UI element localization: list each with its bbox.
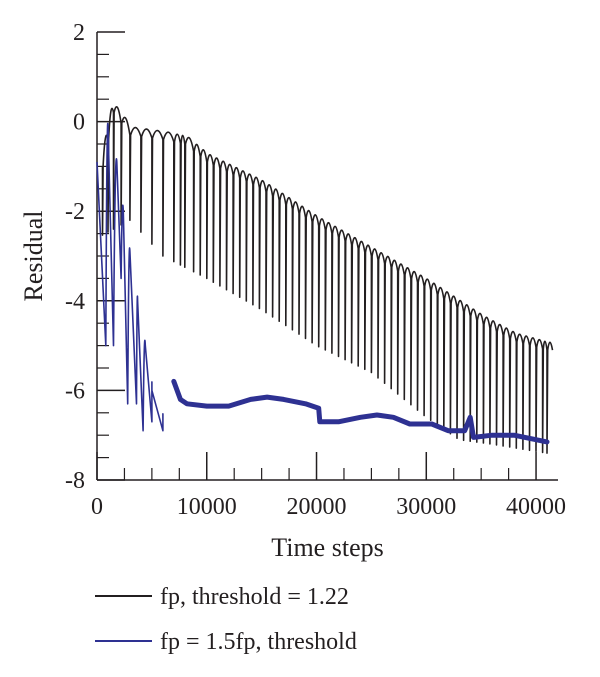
y-tick-label: -6 xyxy=(65,378,85,404)
series-line-fp-threshold-1.22 xyxy=(101,105,554,454)
series-line-fp-1.5fp-decay xyxy=(96,122,164,432)
y-tick-label: -4 xyxy=(65,289,85,315)
x-tick-label: 40000 xyxy=(506,494,566,520)
x-tick-label: 30000 xyxy=(396,494,456,520)
axes-layer xyxy=(96,31,558,481)
y-axis-title: Residual xyxy=(19,211,48,302)
series-line-fp-1.5fp-flat xyxy=(171,378,550,445)
legend-entry-fp-threshold-label: fp, threshold = 1.22 xyxy=(160,584,349,610)
x-axis-title: Time steps xyxy=(271,533,383,562)
y-tick-label: -2 xyxy=(65,199,85,225)
labels-layer: -8 -6 -4 -2 0 2 0 10000 20000 30000 40000 Time step… xyxy=(19,20,566,562)
x-tick-label: 0 xyxy=(91,494,103,520)
legend: fp, threshold = 1.22 fp = 1.5fp, threshol… xyxy=(95,584,357,655)
legend-entry-fp-1.5fp-label: fp = 1.5fp, threshold xyxy=(160,629,357,655)
series-layer xyxy=(96,105,554,454)
x-tick-label: 20000 xyxy=(287,494,347,520)
y-tick-label: -8 xyxy=(65,468,85,494)
x-tick-label: 10000 xyxy=(177,494,237,520)
y-tick-label: 2 xyxy=(73,20,85,46)
y-tick-label: 0 xyxy=(73,110,85,136)
